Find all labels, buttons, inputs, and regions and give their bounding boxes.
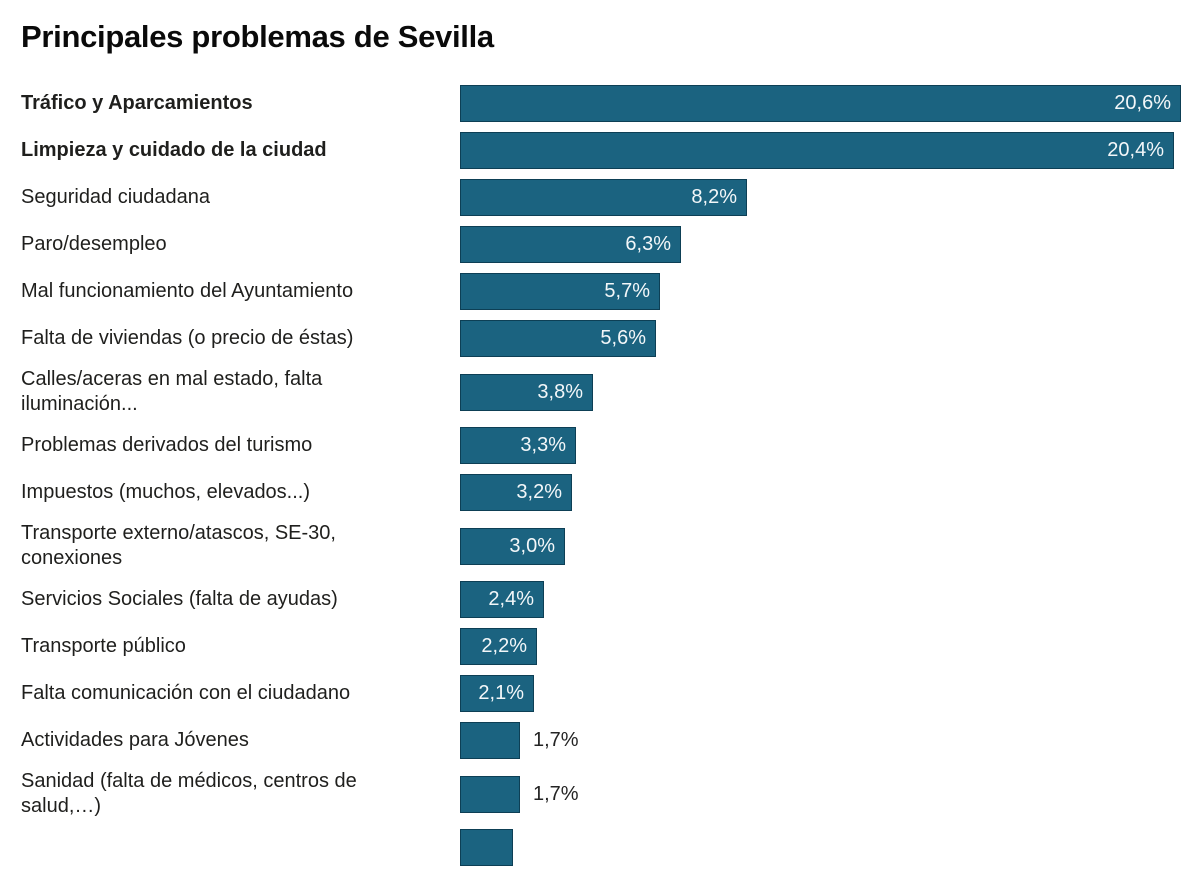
bar-area: 6,3% [460, 226, 1200, 263]
bar-row: Actividades para Jóvenes 1,7% [0, 717, 1200, 764]
bar-row [0, 824, 1200, 871]
bar-row: Seguridad ciudadana 8,2% [0, 174, 1200, 221]
bar-area: 3,8% [460, 373, 1200, 411]
bar-area: 20,4% [460, 132, 1200, 169]
bar [460, 829, 513, 866]
row-label: Mal funcionamiento del Ayuntamiento [21, 280, 354, 302]
bar-row: Sanidad (falta de médicos, centros de sa… [0, 764, 1200, 824]
bar: 20,6% [460, 85, 1181, 122]
bar-value: 3,3% [520, 434, 566, 456]
bar: 2,2% [460, 628, 537, 665]
bar-area: 1,7% [460, 775, 1200, 813]
chart-page: { "title": "Principales problemas de Sev… [21, 19, 1181, 866]
bar-value: 3,2% [516, 481, 562, 503]
bar-row: Servicios Sociales (falta de ayudas) 2,4… [0, 576, 1200, 623]
bar-value: 8,2% [691, 186, 737, 208]
bar-area: 5,7% [460, 273, 1200, 310]
bar: 3,0% [460, 527, 565, 565]
bar-row: Transporte público 2,2% [0, 623, 1200, 670]
bar-area: 2,4% [460, 581, 1200, 618]
bar-area: 3,2% [460, 474, 1200, 511]
bar-row: Tráfico y Aparcamientos 20,6% [0, 80, 1200, 127]
bar-row: Impuestos (muchos, elevados...) 3,2% [0, 469, 1200, 516]
row-label: Transporte externo/atascos, SE-30, conex… [21, 522, 336, 569]
row-label [0, 843, 460, 853]
bar-row: Falta de viviendas (o precio de éstas) 5… [0, 315, 1200, 362]
row-label: Seguridad ciudadana [21, 186, 211, 208]
bar-area: 3,3% [460, 427, 1200, 464]
bar-value: 5,7% [604, 280, 650, 302]
bar-value: 20,6% [1114, 92, 1171, 114]
bar [460, 722, 520, 759]
bar [460, 775, 520, 813]
bar: 3,8% [460, 373, 593, 411]
row-label: Falta de viviendas (o precio de éstas) [21, 327, 354, 349]
bar-value: 1,7% [533, 729, 579, 751]
bar-row: Paro/desempleo 6,3% [0, 221, 1200, 268]
bar: 3,3% [460, 427, 576, 464]
row-label: Servicios Sociales (falta de ayudas) [21, 588, 338, 610]
row-label: Impuestos (muchos, elevados...) [21, 481, 311, 503]
bar-area: 2,2% [460, 628, 1200, 665]
bar: 5,7% [460, 273, 660, 310]
bar-value: 2,1% [478, 682, 524, 704]
bar-value: 3,8% [537, 380, 583, 403]
bar-row: Falta comunicación con el ciudadano 2,1% [0, 670, 1200, 717]
bar-row: Calles/aceras en mal estado, falta ilumi… [0, 362, 1200, 422]
row-label: Problemas derivados del turismo [21, 434, 313, 456]
bar-area [460, 829, 1200, 866]
row-label: Paro/desempleo [21, 233, 167, 255]
bar: 5,6% [460, 320, 656, 357]
row-label: Calles/aceras en mal estado, falta ilumi… [21, 368, 323, 415]
bar-area: 2,1% [460, 675, 1200, 712]
bar-row: Limpieza y cuidado de la ciudad 20,4% [0, 127, 1200, 174]
bar-area: 1,7% [460, 722, 1200, 759]
bar-value: 6,3% [625, 233, 671, 255]
bar: 20,4% [460, 132, 1174, 169]
bar-row: Transporte externo/atascos, SE-30, conex… [0, 516, 1200, 576]
bar-value: 5,6% [600, 327, 646, 349]
bar-row: Mal funcionamiento del Ayuntamiento 5,7% [0, 268, 1200, 315]
bar-value: 1,7% [533, 782, 579, 805]
bar-row: Problemas derivados del turismo 3,3% [0, 422, 1200, 469]
bar-area: 20,6% [460, 85, 1200, 122]
bar-value: 3,0% [509, 534, 555, 557]
bar-area: 3,0% [460, 527, 1200, 565]
bar: 2,1% [460, 675, 534, 712]
bar-area: 5,6% [460, 320, 1200, 357]
bar: 3,2% [460, 474, 572, 511]
row-label: Transporte público [21, 635, 186, 657]
bar-value: 2,4% [488, 588, 534, 610]
row-label: Tráfico y Aparcamientos [21, 92, 253, 114]
row-label: Limpieza y cuidado de la ciudad [21, 139, 327, 161]
row-label: Falta comunicación con el ciudadano [21, 682, 351, 704]
bar-value: 2,2% [481, 635, 527, 657]
bar: 6,3% [460, 226, 681, 263]
bar: 2,4% [460, 581, 544, 618]
row-label: Sanidad (falta de médicos, centros de sa… [21, 770, 357, 817]
page-title: Principales problemas de Sevilla [21, 19, 494, 54]
bar-chart: Tráfico y Aparcamientos 20,6% Limpieza y… [0, 80, 1200, 871]
row-label: Actividades para Jóvenes [21, 729, 249, 751]
bar: 8,2% [460, 179, 747, 216]
bar-value: 20,4% [1107, 139, 1164, 161]
bar-area: 8,2% [460, 179, 1200, 216]
